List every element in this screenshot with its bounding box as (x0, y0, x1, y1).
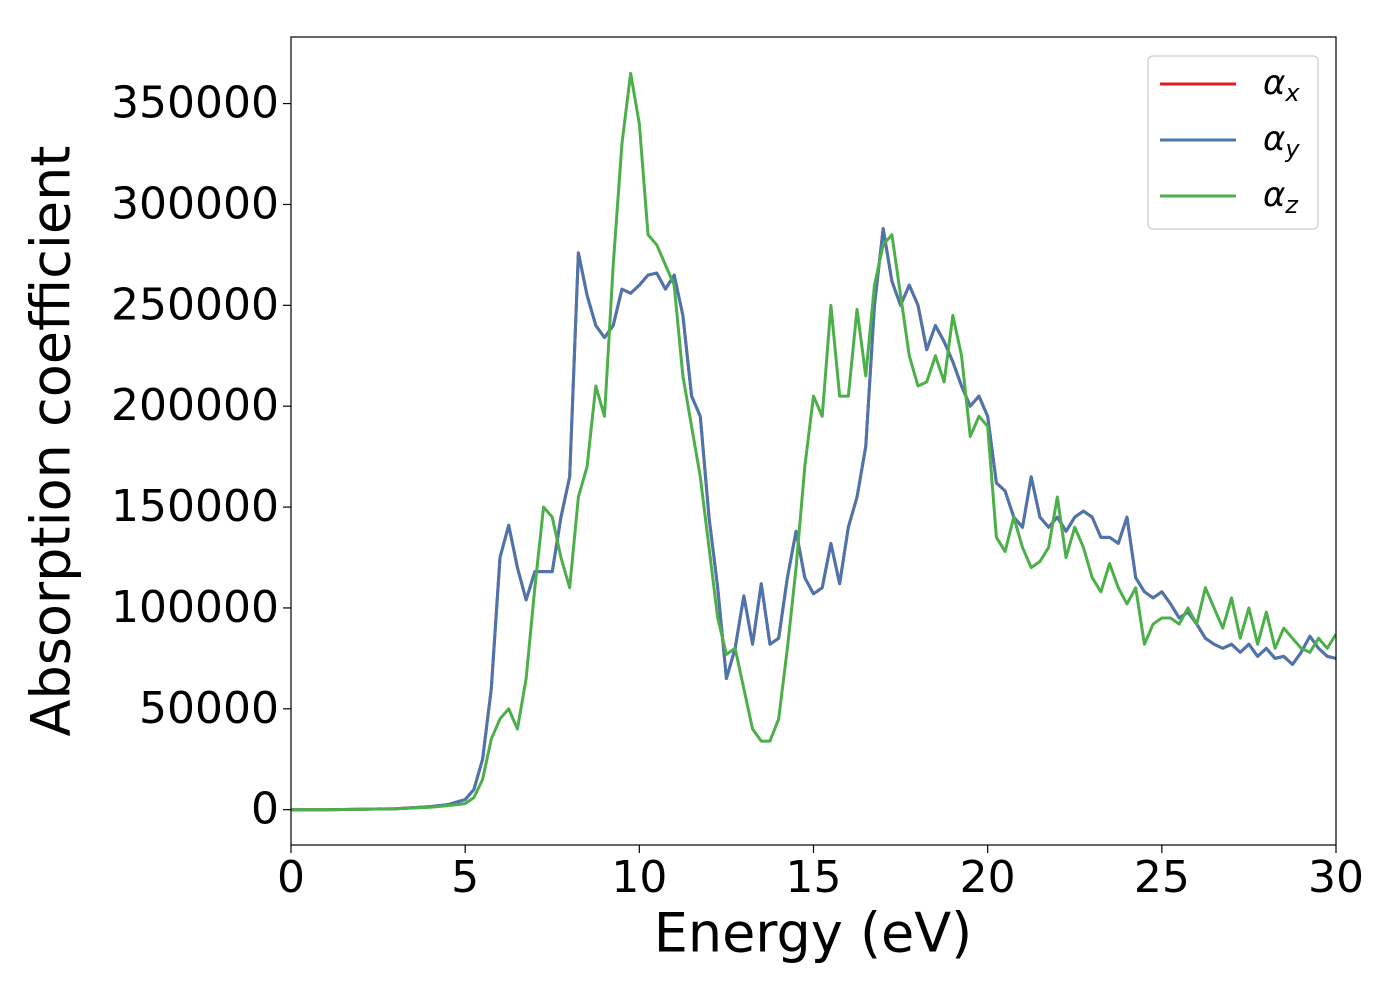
legend-symbol: α (1263, 175, 1285, 215)
legend-subscript: y (1284, 135, 1300, 163)
x-tick-label: 20 (960, 852, 1016, 903)
y-tick-label: 100000 (111, 582, 279, 633)
y-tick-label: 150000 (111, 481, 279, 532)
x-tick-label: 10 (611, 852, 667, 903)
series-line (291, 227, 1336, 812)
legend-symbol: α (1263, 119, 1285, 159)
legend-label: αx (1263, 63, 1300, 108)
y-tick-label: 350000 (111, 78, 279, 129)
y-tick-label: 300000 (111, 178, 279, 229)
y-axis-label: Absorption coefficient (20, 146, 83, 737)
y-tick-label: 0 (251, 784, 279, 835)
x-tick-label: 30 (1308, 852, 1364, 903)
x-tick-label: 15 (786, 852, 842, 903)
legend-subscript: z (1284, 191, 1299, 219)
series-line (291, 227, 1336, 812)
legend-symbol: α (1263, 63, 1285, 103)
series-line (291, 71, 1336, 812)
y-tick-label: 200000 (111, 380, 279, 431)
legend-box (1147, 55, 1319, 230)
x-tick-label: 0 (277, 852, 305, 903)
legend-subscript: x (1284, 79, 1300, 107)
legend-label: αy (1263, 119, 1300, 164)
y-tick-label: 50000 (139, 683, 279, 734)
x-tick-label: 25 (1134, 852, 1190, 903)
y-tick-label: 250000 (111, 279, 279, 330)
x-tick-label: 5 (451, 852, 479, 903)
legend-label: αz (1263, 175, 1299, 220)
x-axis-label: Energy (eV) (654, 902, 973, 965)
